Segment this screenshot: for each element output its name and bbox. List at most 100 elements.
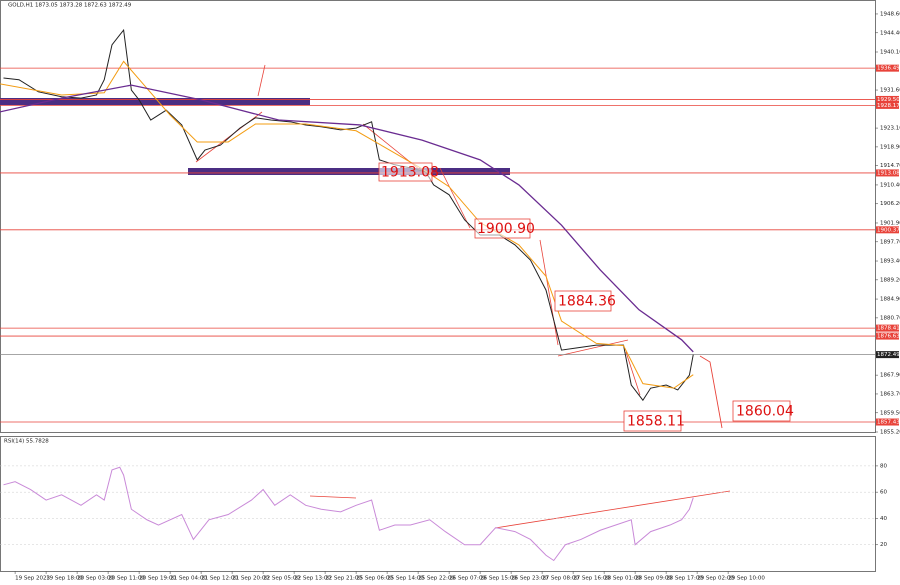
y-tick-label: 20	[880, 542, 887, 548]
series-line	[3, 28, 694, 402]
x-tick-label: 19 Sep 2023	[15, 576, 50, 582]
x-tick-label: 28 Sep 09:00	[635, 576, 672, 582]
y-tick-label: 1867.90	[880, 373, 900, 379]
price-level-tag	[876, 332, 899, 340]
x-tick-label: 20 Sep 19:00	[139, 576, 176, 582]
price-level-label: 1900.37	[877, 227, 900, 233]
y-tick-label: 1855.20	[880, 430, 900, 436]
rsi-title: RSI(14) 55.7828	[4, 439, 49, 445]
y-tick-label: 1897.70	[880, 239, 900, 245]
price-level-label: 1878.41	[877, 326, 900, 332]
x-tick-label: 29 Sep 02:00	[697, 576, 734, 582]
x-tick-label: 21 Sep 20:00	[232, 576, 269, 582]
annotation-text: 1860.04	[736, 404, 794, 420]
x-tick-label: 25 Sep 06:00	[356, 576, 393, 582]
y-tick-label: 80	[880, 463, 887, 469]
price-level-label: 1857.43	[877, 420, 900, 426]
y-tick-label: 1893.40	[880, 259, 900, 265]
x-tick-label: 21 Sep 12:00	[201, 576, 238, 582]
x-tick-label: 22 Sep 13:00	[294, 576, 331, 582]
y-tick-label: 1889.20	[880, 277, 900, 283]
x-tick-label: 28 Sep 17:00	[666, 576, 703, 582]
y-tick-label: 1859.50	[880, 410, 900, 416]
annotation: 1858.11	[623, 410, 685, 432]
annotation-text: 1858.11	[627, 414, 685, 430]
price-level-label: 1929.50	[877, 97, 900, 103]
annotation: 1884.36	[554, 290, 616, 312]
y-tick-label: 1884.90	[880, 297, 900, 303]
x-tick-label: 29 Sep 10:00	[728, 576, 765, 582]
x-tick-label: 25 Sep 14:00	[387, 576, 424, 582]
price-level-label: 1936.49	[877, 66, 900, 72]
x-tick-label: 22 Sep 21:00	[325, 576, 362, 582]
y-tick-label: 60	[880, 490, 887, 496]
price-level-tag	[876, 101, 899, 109]
price-level-label: 1913.08	[877, 170, 900, 176]
x-tick-label: 22 Sep 05:00	[263, 576, 300, 582]
series-line	[0, 84, 694, 353]
main-pane-frame	[0, 0, 876, 433]
projection-arrow	[699, 355, 723, 429]
x-tick-label: 20 Sep 03:00	[77, 576, 114, 582]
series-line	[3, 466, 694, 562]
trend-line	[625, 351, 641, 396]
x-tick-label: 26 Sep 15:00	[480, 576, 517, 582]
annotation-text: 1900.90	[477, 221, 535, 237]
annotation-box	[623, 410, 682, 432]
y-tick-label: 1863.70	[880, 391, 900, 397]
chart-title: GOLD,H1 1873.05 1873.28 1872.63 1872.49	[8, 3, 132, 9]
rsi-pane-frame	[0, 436, 876, 572]
annotation: 1900.90	[474, 218, 535, 239]
last-price-tag	[876, 351, 899, 359]
annotation-box	[554, 290, 612, 312]
y-tick-label: 1923.10	[880, 126, 900, 132]
y-tick-label: 1918.90	[880, 144, 900, 150]
y-tick-label: 1914.70	[880, 163, 900, 169]
rsi-trend-line	[309, 495, 357, 499]
trend-line	[439, 167, 471, 229]
trend-line	[257, 64, 266, 97]
price-level-label: 1876.63	[877, 334, 900, 340]
y-tick-label: 1880.70	[880, 315, 900, 321]
price-level-tag	[876, 169, 899, 177]
price-level-tag	[876, 64, 899, 72]
annotation: 1860.04	[732, 400, 794, 422]
x-tick-label: 25 Sep 22:00	[418, 576, 455, 582]
x-tick-label: 27 Sep 16:00	[573, 576, 610, 582]
rsi-trend-line	[494, 490, 731, 529]
y-tick-label: 40	[880, 516, 887, 522]
x-tick-label: 19 Sep 18:00	[46, 576, 83, 582]
last-price-label: 1872.49	[877, 352, 900, 358]
y-tick-label: 1940.10	[880, 49, 900, 55]
price-level-tag	[876, 95, 899, 103]
trend-line	[557, 339, 629, 357]
y-tick-label: 1948.60	[880, 11, 900, 17]
trend-line	[539, 239, 559, 346]
support-zone	[188, 168, 510, 175]
x-tick-label: 26 Sep 23:00	[511, 576, 548, 582]
price-level-tag	[876, 324, 899, 332]
annotation-box	[378, 162, 433, 182]
annotation-text: 1884.36	[558, 294, 616, 310]
annotation-box	[474, 218, 531, 239]
y-tick-label: 1901.90	[880, 220, 900, 226]
price-level-label: 1928.17	[877, 103, 900, 109]
x-tick-label: 20 Sep 11:00	[108, 576, 145, 582]
annotation: 1913.08	[378, 162, 439, 182]
resistance-zone	[0, 98, 310, 105]
price-level-tag	[876, 226, 899, 234]
y-tick-label: 1906.20	[880, 201, 900, 207]
y-tick-label: 1931.60	[880, 88, 900, 94]
x-tick-label: 21 Sep 04:00	[170, 576, 207, 582]
x-tick-label: 28 Sep 01:00	[604, 576, 641, 582]
x-tick-label: 27 Sep 08:00	[542, 576, 579, 582]
series-line	[0, 60, 694, 389]
y-tick-label: 1910.40	[880, 182, 900, 188]
y-tick-label: 1944.40	[880, 30, 900, 36]
x-tick-label: 26 Sep 07:00	[449, 576, 486, 582]
annotation-box	[732, 400, 791, 422]
price-level-tag	[876, 418, 899, 426]
